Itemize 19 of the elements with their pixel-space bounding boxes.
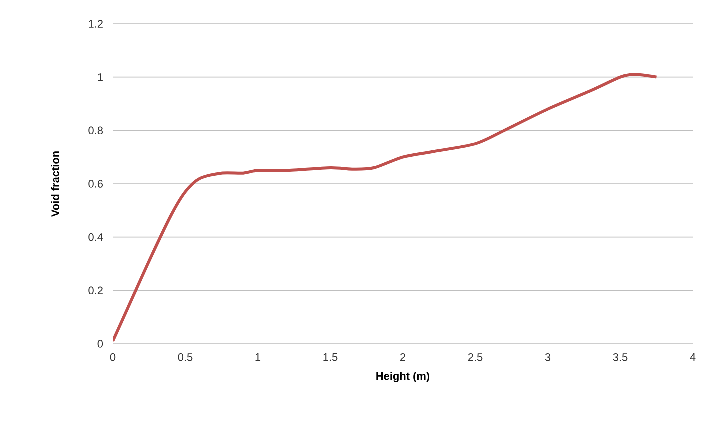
x-axis-title: Height (m) <box>376 372 430 382</box>
x-tick-label: 0 <box>110 354 116 362</box>
y-tick-label: 0.2 <box>88 286 103 295</box>
y-tick-label: 0.8 <box>88 126 103 135</box>
x-tick-label: 3 <box>545 354 551 362</box>
x-tick-label: 2 <box>400 354 406 362</box>
x-tick-label: 4 <box>690 354 696 362</box>
y-tick-label: 0 <box>98 340 104 348</box>
y-axis-title: Void fraction <box>51 152 60 217</box>
x-tick-label: 3.5 <box>613 354 628 362</box>
x-tick-label: 0.5 <box>178 354 193 362</box>
x-tick-label: 1.5 <box>324 354 338 362</box>
y-tick-label: 1.2 <box>89 20 103 28</box>
y-tick-label: 0.6 <box>88 180 103 188</box>
x-tick-label: 1 <box>256 354 261 362</box>
y-tick-label: 0.4 <box>88 233 104 242</box>
y-tick-label: 1 <box>98 74 103 82</box>
x-tick-label: 2.5 <box>468 354 483 362</box>
line-series <box>113 73 658 343</box>
